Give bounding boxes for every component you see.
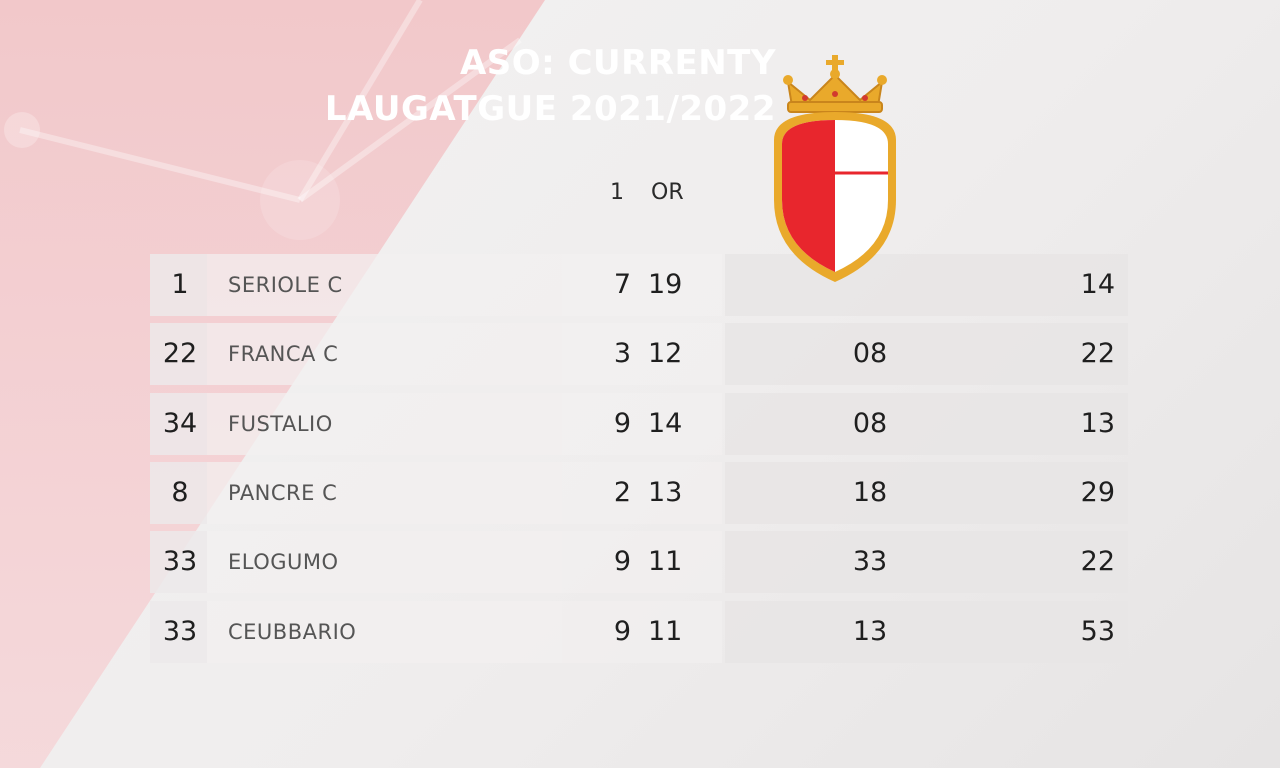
- column-header-2: OR: [651, 180, 684, 205]
- table-row: 8 PANCRE C 2 13 18 29: [150, 462, 1128, 524]
- stats-cell-bg: [562, 601, 722, 663]
- crown-icon: [783, 55, 887, 113]
- stat-3: 33: [852, 546, 888, 577]
- stat-3: 08: [852, 338, 888, 369]
- team-name: CEUBBARIO: [228, 620, 357, 644]
- stats-cell-bg: [562, 531, 722, 593]
- stat-2: 11: [648, 546, 683, 577]
- rank: 33: [162, 616, 198, 647]
- rank-cell-bg: [150, 323, 207, 385]
- title-line-1: ASO: CURRENTY: [459, 43, 776, 83]
- stat-4: 53: [1080, 616, 1115, 647]
- table-row: 1 SERIOLE C 7 19 14: [150, 254, 1128, 316]
- team-cell-bg: [207, 601, 562, 663]
- page-title: ASO: CURRENTY LAUGATGUE 2021/2022: [325, 40, 776, 132]
- value-cell-bg: [725, 323, 1010, 385]
- stat-2: 13: [648, 477, 683, 508]
- stat-2: 11: [648, 616, 683, 647]
- team-cell-bg: [207, 393, 562, 455]
- rank: 34: [162, 408, 198, 439]
- table-row: 22 FRANCA C 3 12 08 22: [150, 323, 1128, 385]
- stats-cell-bg: [562, 393, 722, 455]
- stat-3: 13: [852, 616, 888, 647]
- table-row: 33 CEUBBARIO 9 11 13 53: [150, 601, 1128, 663]
- stats-cell-bg: [562, 462, 722, 524]
- total-cell-bg: [1010, 601, 1128, 663]
- total-cell-bg: [1010, 254, 1128, 316]
- team-name: ELOGUMO: [228, 550, 339, 574]
- rank-cell-bg: [150, 393, 207, 455]
- value-cell-bg: [725, 254, 1010, 316]
- rank-cell-bg: [150, 462, 207, 524]
- value-cell-bg: [725, 601, 1010, 663]
- stat-2: 14: [648, 408, 683, 439]
- stat-4: 29: [1080, 477, 1115, 508]
- team-name: FRANCA C: [228, 342, 339, 366]
- stat-4: 22: [1080, 338, 1115, 369]
- stat-4: 13: [1080, 408, 1115, 439]
- team-name: SERIOLE C: [228, 273, 343, 297]
- rank: 22: [162, 338, 198, 369]
- total-cell-bg: [1010, 531, 1128, 593]
- stat-1: 9: [613, 616, 631, 647]
- total-cell-bg: [1010, 323, 1128, 385]
- title-line-2: LAUGATGUE 2021/2022: [324, 89, 776, 129]
- stats-cell-bg: [562, 323, 722, 385]
- team-cell-bg: [207, 254, 562, 316]
- stat-1: 3: [613, 338, 631, 369]
- stats-cell-bg: [562, 254, 722, 316]
- stat-3: 18: [852, 477, 888, 508]
- rank: 1: [171, 269, 189, 300]
- team-cell-bg: [207, 531, 562, 593]
- rank: 8: [171, 477, 189, 508]
- team-name: PANCRE C: [228, 481, 338, 505]
- rank-cell-bg: [150, 254, 207, 316]
- value-cell-bg: [725, 393, 1010, 455]
- stat-1: 7: [613, 269, 631, 300]
- rank-cell-bg: [150, 531, 207, 593]
- stat-3: 08: [852, 408, 888, 439]
- stat-1: 2: [613, 477, 631, 508]
- crowned-shield-crest-icon: [774, 55, 896, 282]
- stat-1: 9: [613, 546, 631, 577]
- team-cell-bg: [207, 323, 562, 385]
- value-cell-bg: [725, 462, 1010, 524]
- team-cell-bg: [207, 462, 562, 524]
- table-row: 34 FUSTALIO 9 14 08 13: [150, 393, 1128, 455]
- team-name: FUSTALIO: [228, 412, 333, 436]
- stat-2: 12: [648, 338, 683, 369]
- value-cell-bg: [725, 531, 1010, 593]
- column-header-1: 1: [610, 180, 624, 205]
- total-cell-bg: [1010, 462, 1128, 524]
- stat-2: 19: [648, 269, 683, 300]
- rank-cell-bg: [150, 601, 207, 663]
- table-row: 33 ELOGUMO 9 11 33 22: [150, 531, 1128, 593]
- stat-4: 22: [1080, 546, 1115, 577]
- total-cell-bg: [1010, 393, 1128, 455]
- stat-4: 14: [1080, 269, 1115, 300]
- rank: 33: [162, 546, 198, 577]
- stat-1: 9: [613, 408, 631, 439]
